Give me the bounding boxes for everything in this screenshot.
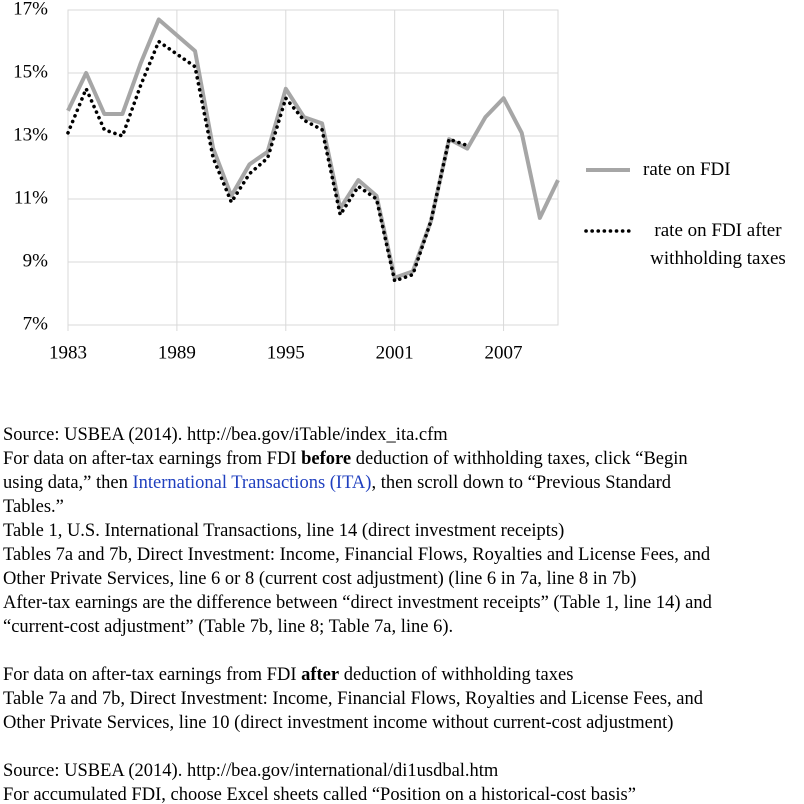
note-emphasis: before <box>301 449 352 469</box>
note-line: For accumulated FDI, choose Excel sheets… <box>3 783 803 804</box>
series-line <box>66 17 560 280</box>
note-text: After-tax earnings are the difference be… <box>3 593 712 613</box>
x-tick-label: 2007 <box>485 342 523 363</box>
note-text: For data on after-tax earnings from FDI <box>3 665 302 685</box>
note-text: Other Private Services, line 10 (direct … <box>3 713 674 733</box>
note-paragraph: Source: USBEA (2014). http://bea.gov/iTa… <box>3 423 803 639</box>
note-text: “current-cost adjustment” (Table 7b, lin… <box>3 617 454 637</box>
note-line: After-tax earnings are the difference be… <box>3 591 803 615</box>
legend-label: rate on FDI <box>643 159 731 180</box>
note-text: using data,” then <box>3 473 133 493</box>
note-line: Source: USBEA (2014). http://bea.gov/iTa… <box>3 423 803 447</box>
note-text: Table 7a and 7b, Direct Investment: Inco… <box>3 689 703 709</box>
y-tick-label: 15% <box>13 61 48 82</box>
note-line: Other Private Services, line 6 or 8 (cur… <box>3 567 803 591</box>
y-tick-label: 17% <box>13 0 48 19</box>
note-text: deduction of withholding taxes <box>339 665 574 685</box>
note-text: , then scroll down to “Previous Standard <box>371 473 671 493</box>
note-text: Tables.” <box>3 497 64 517</box>
note-paragraph: Source: USBEA (2014). http://bea.gov/int… <box>3 759 803 804</box>
note-text: Source: USBEA (2014). http://bea.gov/int… <box>3 761 499 781</box>
x-tick-label: 2001 <box>376 342 414 363</box>
x-tick-label: 1983 <box>49 342 87 363</box>
chart: 7% 9% 11% 13% 15% 17% 1983 1989 1995 2001 2007 <box>13 0 632 363</box>
note-text: Other Private Services, line 6 or 8 (cur… <box>3 569 637 589</box>
note-text: Table 1, U.S. International Transactions… <box>3 521 565 541</box>
y-tick-label: 11% <box>14 187 48 208</box>
note-line: Source: USBEA (2014). http://bea.gov/int… <box>3 759 803 783</box>
note-line: “current-cost adjustment” (Table 7b, lin… <box>3 615 803 639</box>
y-tick-label: 13% <box>13 124 48 145</box>
note-line: Other Private Services, line 10 (direct … <box>3 711 803 735</box>
series-line <box>66 39 470 283</box>
note-line: Table 7a and 7b, Direct Investment: Inco… <box>3 687 803 711</box>
note-text: Tables 7a and 7b, Direct Investment: Inc… <box>3 545 711 565</box>
note-emphasis: after <box>301 665 340 685</box>
note-text: deduction of withholding taxes, click “B… <box>351 449 688 469</box>
note-line: Tables 7a and 7b, Direct Investment: Inc… <box>3 543 803 567</box>
y-tick-label: 9% <box>23 250 49 271</box>
note-link[interactable]: International Transactions (ITA) <box>132 473 372 493</box>
note-line: Tables.” <box>3 495 803 519</box>
note-line: using data,” then International Transact… <box>3 471 803 495</box>
note-text: For data on after-tax earnings from FDI <box>3 449 302 469</box>
note-line: For data on after-tax earnings from FDI … <box>3 447 803 471</box>
notes: Source: USBEA (2014). http://bea.gov/iTa… <box>3 423 803 804</box>
note-text: Source: USBEA (2014). http://bea.gov/iTa… <box>3 425 448 445</box>
note-line: For data on after-tax earnings from FDI … <box>3 663 803 687</box>
y-tick-label: 7% <box>23 313 49 334</box>
note-paragraph: For data on after-tax earnings from FDI … <box>3 663 803 735</box>
note-line: Table 1, U.S. International Transactions… <box>3 519 803 543</box>
note-text: For accumulated FDI, choose Excel sheets… <box>3 785 636 804</box>
x-tick-label: 1995 <box>267 342 305 363</box>
legend-label: rate on FDI after withholding taxes <box>650 220 786 269</box>
x-tick-label: 1989 <box>158 342 196 363</box>
